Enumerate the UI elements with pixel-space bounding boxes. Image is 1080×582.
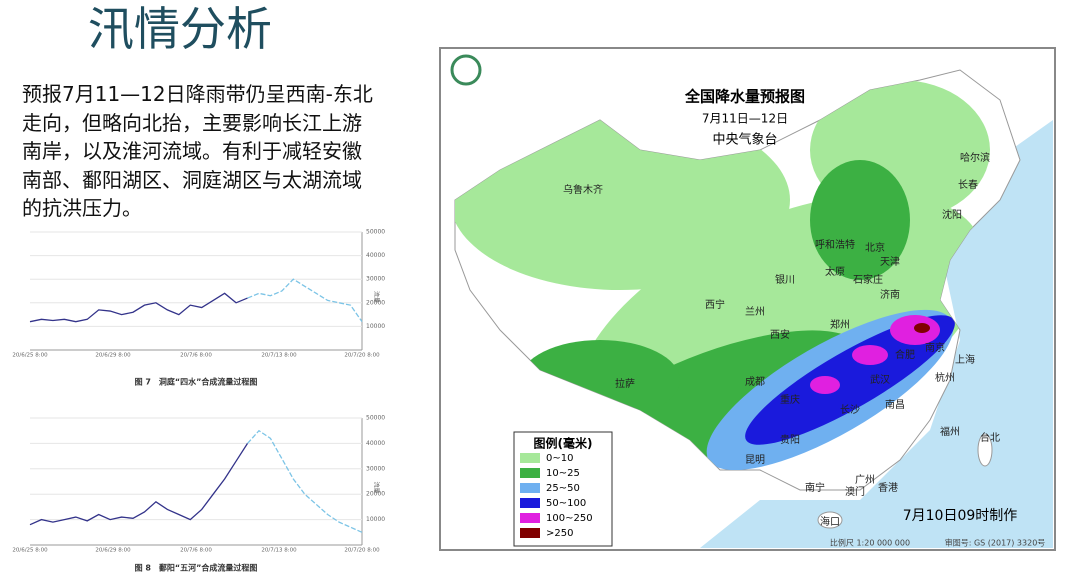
city-label: 呼和浩特 xyxy=(815,239,855,251)
legend-label: 0~10 xyxy=(546,453,573,464)
issued-time: 7月10日09时制作 xyxy=(903,508,1018,524)
rain-area xyxy=(810,376,840,394)
y-tick-label: 30000 xyxy=(366,276,385,283)
flow-line xyxy=(29,443,249,526)
y-tick-label: 50000 xyxy=(366,229,385,236)
x-tick-label: 20/6/29 8:00 xyxy=(95,353,131,359)
x-tick-label: 20/7/13 8:00 xyxy=(261,548,297,554)
flow-line xyxy=(29,292,248,323)
y-tick-label: 10000 xyxy=(366,323,385,330)
figure-caption: 图 8 鄱阳“五河”合成流量过程图 xyxy=(135,563,258,573)
slide-title: 汛情分析 xyxy=(88,2,272,56)
legend-swatch xyxy=(520,468,540,478)
rain-area xyxy=(745,315,955,445)
city-label: 长沙 xyxy=(840,404,860,416)
city-label: 西安 xyxy=(770,328,790,341)
legend-swatch xyxy=(520,498,540,508)
y-tick-label: 40000 xyxy=(366,252,385,259)
city-label: 南昌 xyxy=(885,398,905,411)
rain-areas xyxy=(455,80,990,471)
city-label: 上海 xyxy=(955,353,975,366)
figure-caption: 图 7 洞庭“四水”合成流量过程图 xyxy=(135,377,258,387)
legend-label: 50~100 xyxy=(546,498,586,509)
city-label: 西宁 xyxy=(705,298,725,311)
x-tick-label: 20/6/29 8:00 xyxy=(95,548,131,554)
map-title: 全国降水量预报图 xyxy=(684,88,805,106)
city-label: 银川 xyxy=(775,273,795,286)
legend-label: >250 xyxy=(546,528,573,539)
city-label: 重庆 xyxy=(780,393,800,406)
city-label: 武汉 xyxy=(870,373,890,386)
city-label: 哈尔滨 xyxy=(960,151,990,164)
x-tick-label: 20/7/6 8:00 xyxy=(180,353,212,359)
x-tick-label: 20/6/25 8:00 xyxy=(12,548,48,554)
legend-swatch xyxy=(520,453,540,463)
city-label: 兰州 xyxy=(745,305,765,318)
city-label: 杭州 xyxy=(935,371,955,384)
flow-line xyxy=(247,278,363,323)
city-label: 拉萨 xyxy=(615,377,635,390)
legend-title: 图例(毫米) xyxy=(534,436,593,451)
city-label: 南京 xyxy=(925,341,945,354)
map-subtitle: 7月11日—12日 xyxy=(702,112,788,126)
map-issuer: 中央气象台 xyxy=(712,132,777,148)
city-label: 香港 xyxy=(878,482,898,494)
city-label: 福州 xyxy=(940,425,960,438)
flow-line xyxy=(247,429,363,533)
city-label: 郑州 xyxy=(830,318,850,331)
city-label: 长春 xyxy=(958,179,978,191)
city-label: 沈阳 xyxy=(942,208,962,221)
city-label: 天津 xyxy=(880,256,900,268)
logo xyxy=(450,54,482,86)
city-label: 海口 xyxy=(820,515,840,528)
city-label: 澳门 xyxy=(845,485,865,498)
city-label: 台北 xyxy=(980,431,1000,444)
y-tick-label: 20000 xyxy=(366,491,385,498)
rain-area xyxy=(852,345,888,365)
y-axis-label: 流量 xyxy=(373,291,381,303)
rain-area xyxy=(914,323,930,333)
y-tick-label: 30000 xyxy=(366,465,385,472)
city-label: 石家庄 xyxy=(853,273,883,286)
city-label: 合肥 xyxy=(895,348,915,361)
legend-swatch xyxy=(520,528,540,538)
city-label: 济南 xyxy=(880,288,900,301)
city-label: 乌鲁木齐 xyxy=(563,183,603,196)
taiwan xyxy=(977,433,993,467)
city-label: 太原 xyxy=(825,265,845,278)
city-label: 广州 xyxy=(855,474,875,486)
rain-area xyxy=(810,160,910,280)
city-label: 北京 xyxy=(865,241,885,254)
x-tick-label: 20/7/20 8:00 xyxy=(344,353,380,359)
map-scale: 比例尺 1:20 000 000 xyxy=(830,538,910,548)
x-tick-label: 20/7/20 8:00 xyxy=(344,548,380,554)
y-tick-label: 10000 xyxy=(366,516,385,523)
map-review: 审图号: GS (2017) 3320号 xyxy=(945,538,1046,548)
legend-label: 10~25 xyxy=(546,468,580,479)
legend-swatch xyxy=(520,483,540,493)
y-tick-label: 20000 xyxy=(366,299,385,306)
x-tick-label: 20/7/6 8:00 xyxy=(180,548,212,554)
legend-label: 100~250 xyxy=(546,513,593,524)
city-label: 昆明 xyxy=(745,454,765,466)
legend-label: 25~50 xyxy=(546,483,580,494)
body-text: 预报7月11—12日降雨带仍呈西南-东北走向，但略向北抬，主要影响长江上游南岸，… xyxy=(22,82,373,220)
city-label: 南宁 xyxy=(805,481,825,494)
y-tick-label: 50000 xyxy=(366,415,385,422)
x-tick-label: 20/7/13 8:00 xyxy=(261,353,297,359)
y-axis-label: 流量 xyxy=(373,482,381,494)
city-label: 成都 xyxy=(745,376,765,388)
legend-swatch xyxy=(520,513,540,523)
hainan xyxy=(817,511,843,529)
legend-box xyxy=(513,431,613,547)
city-label: 贵阳 xyxy=(780,433,800,446)
y-tick-label: 40000 xyxy=(366,440,385,447)
x-tick-label: 20/6/25 8:00 xyxy=(12,353,48,359)
